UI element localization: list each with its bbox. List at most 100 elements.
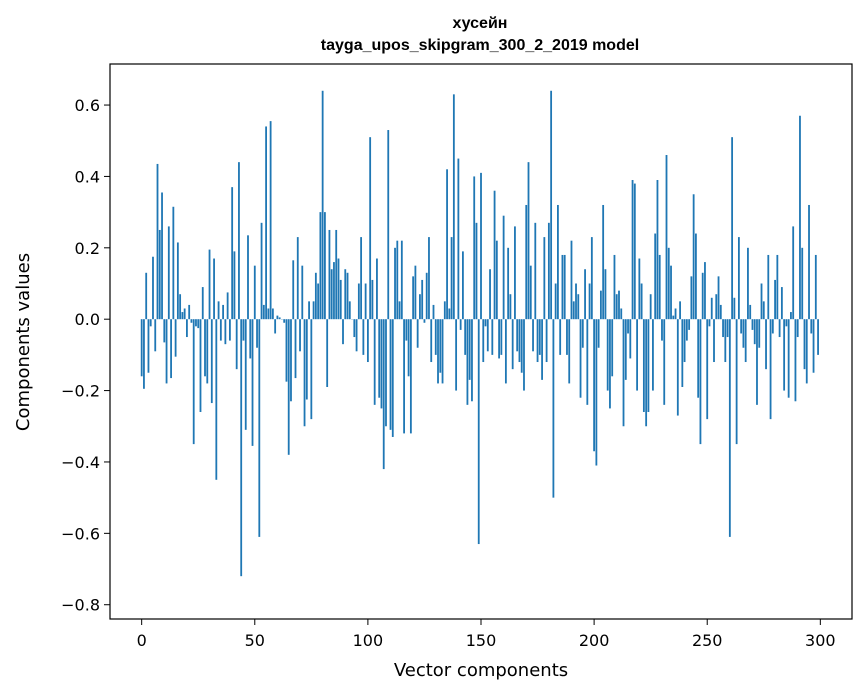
bar-261: [731, 137, 734, 320]
bar-264: [737, 237, 740, 320]
bar-224: [647, 319, 650, 412]
bar-151: [482, 319, 485, 363]
bar-178: [543, 237, 546, 320]
bar-4: [149, 319, 152, 327]
bar-101: [369, 137, 372, 320]
bar-41: [233, 251, 236, 320]
bar-223: [645, 319, 648, 427]
bar-188: [566, 319, 568, 355]
bar-225: [649, 294, 652, 320]
bar-122: [416, 319, 419, 348]
bar-186: [561, 254, 564, 320]
bar-67: [292, 260, 295, 320]
bar-128: [430, 319, 433, 363]
bar-35: [219, 319, 222, 341]
bar-251: [708, 319, 711, 327]
bar-215: [627, 319, 629, 334]
bar-231: [663, 319, 666, 405]
bar-175: [536, 319, 539, 363]
bar-252: [710, 297, 713, 320]
bar-272: [756, 319, 758, 405]
bar-268: [747, 247, 749, 320]
bar-145: [468, 319, 471, 380]
bar-246: [697, 319, 700, 398]
bar-248: [701, 272, 704, 320]
bar-192: [575, 283, 577, 320]
bar-282: [778, 319, 781, 338]
x-axis-ticks: 0 50 100 150 200 250 300: [137, 619, 836, 650]
bar-92: [348, 301, 351, 320]
bar-277: [767, 254, 770, 320]
bar-254: [715, 294, 718, 320]
bar-219: [636, 319, 638, 391]
bar-147: [473, 176, 476, 320]
bar-120: [412, 276, 415, 320]
bar-159: [500, 319, 503, 355]
bar-158: [498, 319, 500, 359]
bar-148: [475, 222, 478, 320]
bar-39: [228, 319, 231, 341]
bar-171: [527, 162, 530, 320]
bar-167: [518, 319, 521, 363]
bar-36: [222, 304, 225, 320]
bar-182: [552, 319, 555, 498]
y-tick-label: 0.6: [75, 96, 100, 115]
y-tick-label: −0.4: [61, 453, 100, 472]
bar-38: [226, 292, 229, 320]
bar-174: [534, 222, 537, 320]
bar-295: [808, 204, 810, 320]
bar-202: [597, 319, 600, 348]
bar-79: [319, 212, 322, 320]
bar-197: [586, 319, 589, 405]
bar-153: [486, 319, 489, 352]
bar-6: [154, 319, 157, 352]
bar-48: [249, 319, 252, 359]
bar-113: [396, 240, 399, 320]
bar-29: [206, 319, 209, 384]
bar-100: [366, 319, 369, 363]
bar-49: [251, 319, 254, 446]
bar-296: [810, 319, 813, 334]
bar-141: [459, 319, 462, 330]
bar-234: [670, 265, 672, 320]
bar-146: [471, 319, 473, 402]
bar-244: [692, 194, 695, 320]
x-tick-label: 100: [353, 631, 384, 650]
bar-96: [357, 283, 360, 320]
bar-281: [776, 254, 779, 320]
bar-104: [376, 258, 378, 320]
bar-75: [310, 319, 313, 420]
bar-280: [774, 279, 776, 320]
bar-53: [260, 222, 263, 320]
bar-170: [525, 204, 528, 320]
bar-161: [504, 319, 507, 384]
bar-27: [201, 287, 204, 320]
bar-71: [301, 265, 304, 320]
bar-232: [665, 155, 668, 320]
bar-176: [538, 319, 541, 355]
bar-206: [606, 319, 609, 391]
bar-8: [158, 229, 161, 320]
bar-257: [722, 319, 724, 338]
bar-239: [681, 319, 684, 387]
bar-285: [785, 319, 788, 327]
bar-243: [690, 276, 693, 320]
bar-214: [624, 319, 627, 380]
bar-276: [765, 319, 767, 370]
bar-212: [620, 308, 623, 320]
bar-31: [210, 319, 213, 404]
bar-116: [403, 319, 405, 434]
bar-299: [817, 319, 819, 355]
chart-title: хусейн: [453, 15, 508, 32]
bar-290: [796, 319, 799, 338]
bar-196: [584, 269, 586, 320]
bar-193: [577, 294, 580, 320]
bar-220: [638, 258, 641, 320]
bar-91: [346, 272, 349, 320]
bar-136: [448, 308, 451, 320]
bar-163: [509, 294, 512, 320]
bar-259: [726, 319, 729, 338]
bar-179: [545, 319, 548, 363]
bar-140: [457, 158, 460, 320]
bar-263: [735, 319, 738, 445]
